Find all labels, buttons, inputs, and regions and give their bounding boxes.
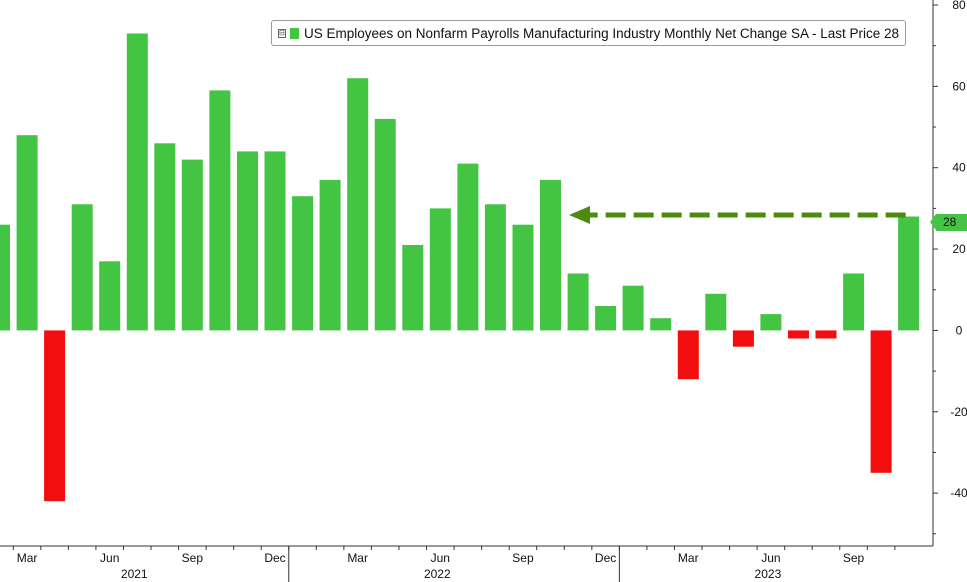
y-tick-label: -40: [950, 486, 967, 500]
bar-2021-12: [264, 151, 286, 331]
x-month-label: Mar: [17, 551, 38, 565]
x-month-label: Dec: [595, 551, 616, 565]
last-value-badge: 28: [930, 214, 967, 231]
x-month-label: Dec: [264, 551, 285, 565]
bar-2021-09: [181, 159, 203, 331]
x-month-label: Sep: [512, 551, 534, 565]
bar-2022-02: [319, 179, 341, 331]
bar-2022-11: [567, 273, 589, 331]
bar-2021-10: [209, 90, 231, 331]
bar-2021-07: [126, 33, 148, 331]
bar-2023-04: [705, 293, 727, 331]
x-month-label: Jun: [761, 551, 780, 565]
x-axis: Mar Jun Sep Dec Mar Jun Sep Dec Mar Jun Sep 2021 202…: [0, 545, 933, 582]
bar-2022-05: [402, 245, 424, 331]
bar-2021-05: [71, 204, 93, 331]
y-tick-label: 40: [952, 161, 966, 175]
bar-2021-04: [44, 330, 66, 502]
x-year-label: 2023: [755, 567, 782, 581]
bar-2022-04: [374, 118, 396, 331]
x-month-label: Sep: [182, 551, 204, 565]
bar-2022-07: [457, 163, 479, 331]
chart-legend[interactable]: ⊟ US Employees on Nonfarm Payrolls Manuf…: [271, 20, 906, 46]
x-month-label: Mar: [347, 551, 368, 565]
bar-2023-08: [815, 330, 837, 339]
bars-group: [0, 33, 920, 502]
bar-2022-09: [512, 224, 534, 331]
bar-2021-03: [16, 135, 38, 331]
bar-2022-01: [292, 196, 314, 331]
bar-2021-02: [0, 224, 10, 331]
bar-2023-06: [760, 314, 782, 331]
arrow-head: [569, 206, 590, 225]
x-month-label: Sep: [843, 551, 865, 565]
bar-2022-12: [595, 306, 617, 331]
y-tick-label: 80: [952, 0, 966, 12]
x-month-label: Jun: [100, 551, 119, 565]
bar-2023-07: [788, 330, 809, 339]
legend-toggle-icon[interactable]: ⊟: [278, 28, 286, 38]
bar-2023-11: [898, 216, 920, 331]
bar-2023-05: [732, 330, 754, 347]
bar-2022-10: [540, 179, 561, 331]
x-month-label: Jun: [431, 551, 450, 565]
bar-2021-11: [237, 151, 258, 331]
bar-2021-08: [154, 143, 176, 331]
bar-2023-09: [843, 273, 865, 331]
bar-2023-03: [677, 330, 699, 380]
bar-2023-02: [650, 318, 672, 331]
bar-2023-01: [622, 285, 644, 331]
last-price-arrow: [569, 206, 906, 225]
bar-2022-08: [484, 204, 506, 331]
legend-label: US Employees on Nonfarm Payrolls Manufac…: [303, 25, 899, 41]
bar-2023-10: [870, 330, 892, 473]
y-tick-label: 20: [952, 242, 966, 256]
y-tick-label: 0: [956, 323, 963, 337]
x-year-label: 2021: [121, 567, 148, 581]
bar-2022-06: [429, 208, 451, 331]
y-tick-label: -20: [950, 405, 967, 419]
bar-2021-06: [99, 261, 121, 331]
y-tick-label: 60: [952, 79, 966, 93]
y-axis: 80 60 40 20 0 -20 -40: [932, 0, 967, 546]
x-year-label: 2022: [424, 567, 451, 581]
x-month-label: Mar: [678, 551, 699, 565]
legend-swatch: [289, 27, 299, 39]
bar-2022-03: [347, 78, 369, 331]
